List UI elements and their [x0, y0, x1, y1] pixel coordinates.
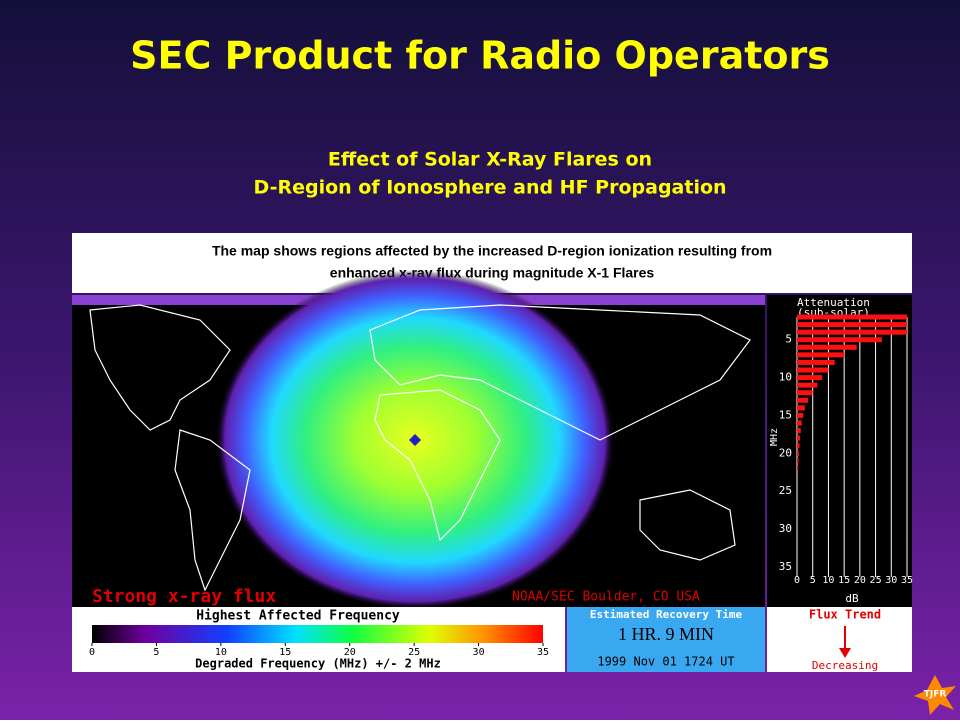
colorbar-tick-label: 35 [537, 647, 549, 658]
flux-trend-state: Decreasing [812, 659, 878, 672]
recovery-date: 1999 Nov 01 1724 UT [597, 655, 734, 669]
attenuation-bar [797, 359, 835, 365]
attenuation-bar [797, 382, 818, 388]
colorbar-tick-label: 10 [215, 647, 227, 658]
attenuation-bar [797, 443, 800, 449]
colorbar-tick-label: 25 [408, 647, 420, 658]
attenuation-bar [797, 420, 802, 426]
y-tick-label: 25 [779, 484, 792, 497]
x-tick-label: 15 [838, 575, 850, 586]
y-tick-label: 35 [779, 560, 792, 573]
attenuation-bar [797, 337, 882, 343]
attenuation-bar [797, 435, 801, 441]
attenuation-bar [797, 367, 829, 373]
attenuation-bar [797, 458, 799, 464]
caption-box [72, 233, 912, 293]
subtitle: Effect of Solar X-Ray Flares on [328, 149, 652, 171]
attenuation-bar [797, 405, 805, 411]
attenuation-bar [797, 375, 823, 381]
caption: The map shows regions affected by the in… [212, 243, 772, 259]
attenuation-bar [797, 329, 907, 335]
attenuation-bar [797, 314, 907, 320]
attenuation-bar [797, 412, 804, 418]
subtitle: D-Region of Ionosphere and HF Propagatio… [253, 177, 726, 199]
x-tick-label: 20 [854, 575, 866, 586]
flux-label: Strong x-ray flux [92, 586, 276, 607]
title: SEC Product for Radio Operators [130, 34, 830, 78]
colorbar [92, 625, 543, 643]
y-tick-label: 30 [779, 522, 792, 535]
colorbar-tick-label: 5 [153, 647, 159, 658]
x-tick-label: 35 [901, 575, 913, 586]
attenuation-bar [797, 450, 799, 456]
flux-trend-panel [767, 607, 912, 672]
attenuation-bar [797, 390, 813, 396]
colorbar-tick-label: 15 [279, 647, 291, 658]
y-tick-label: 15 [779, 408, 792, 421]
colorbar-tick-label: 0 [89, 647, 95, 658]
x-tick-label: 5 [810, 575, 816, 586]
attenuation-title: Attenuation [797, 296, 870, 309]
badge-text: TJFR [924, 690, 947, 700]
y-axis-label: MHz [769, 428, 780, 446]
flux-trend-title: Flux Trend [809, 608, 881, 622]
badge [914, 675, 956, 715]
x-tick-label: 30 [885, 575, 897, 586]
attenuation-bar [797, 352, 845, 358]
attenuation-bar [797, 465, 799, 471]
recovery-time: 1 HR. 9 MIN [618, 624, 714, 644]
recovery-panel [567, 607, 765, 672]
x-axis-label: dB [845, 592, 859, 605]
x-tick-label: 10 [822, 575, 834, 586]
colorbar-tick-label: 20 [344, 647, 356, 658]
x-tick-label: 25 [870, 575, 882, 586]
attenuation-bar [797, 428, 801, 434]
y-tick-label: 20 [779, 446, 792, 459]
attenuation-bar [797, 322, 907, 328]
map-source: NOAA/SEC Boulder, CO USA [512, 590, 700, 605]
y-tick-label: 5 [785, 333, 792, 346]
attenuation-bar [797, 397, 808, 403]
colorbar-tick-label: 30 [473, 647, 485, 658]
coastlines [89, 304, 751, 592]
colorbar-title: Highest Affected Frequency [196, 609, 400, 624]
attenuation-bar [797, 344, 857, 350]
y-tick-label: 10 [779, 371, 792, 384]
trend-arrow-head [839, 648, 851, 658]
recovery-title: Estimated Recovery Time [590, 608, 743, 621]
x-tick-label: 0 [794, 575, 800, 586]
sub-solar-point [409, 434, 421, 446]
colorbar-label: Degraded Frequency (MHz) +/- 2 MHz [195, 657, 441, 671]
